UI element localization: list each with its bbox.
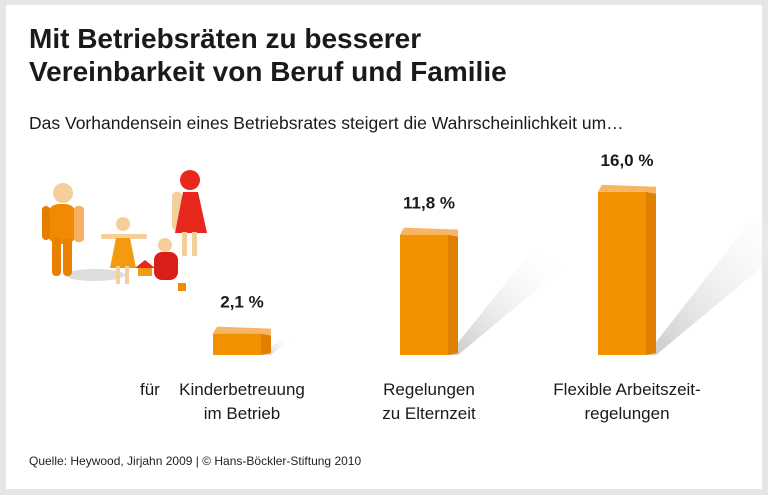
- bar-side: [261, 333, 271, 355]
- category-label: zu Elternzeit: [382, 404, 476, 423]
- bar: [213, 333, 261, 355]
- category-label: regelungen: [584, 404, 669, 423]
- data-label: 11,8 %: [403, 194, 455, 213]
- category-label: im Betrieb: [204, 404, 281, 423]
- category-label: Kinderbetreuung: [179, 380, 305, 399]
- subtitle: Das Vorhandensein eines Betriebsrates st…: [29, 113, 624, 133]
- page-title: Mit Betriebsräten zu besserer Vereinbark…: [29, 23, 507, 87]
- bar-top: [400, 227, 458, 237]
- bar-side: [448, 234, 458, 355]
- category-label: Flexible Arbeitszeit-: [553, 380, 700, 399]
- data-label: 2,1 %: [220, 293, 263, 312]
- bar-shadow: [646, 216, 768, 355]
- prefix-label: für: [140, 380, 160, 399]
- bar-top: [598, 184, 656, 194]
- bar: [400, 234, 448, 355]
- source-note: Quelle: Heywood, Jirjahn 2009 | © Hans-B…: [29, 454, 362, 468]
- category-label: Regelungen: [383, 380, 475, 399]
- data-label: 16,0 %: [601, 151, 654, 170]
- family-illustration: [42, 170, 207, 291]
- bar-side: [646, 191, 656, 355]
- bar: [598, 191, 646, 355]
- bar-shadow: [448, 252, 567, 355]
- bar-top: [213, 326, 271, 336]
